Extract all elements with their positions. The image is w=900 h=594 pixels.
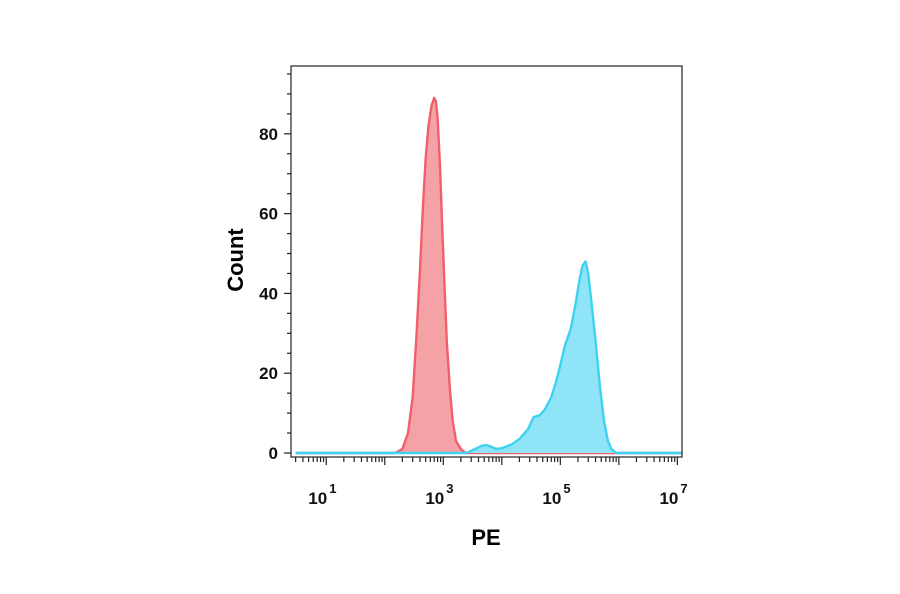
series-0-line — [295, 96, 682, 455]
y-axis-title: Count — [223, 228, 248, 292]
series-1-area — [295, 261, 682, 453]
series-0-area — [295, 97, 682, 454]
plot-frame — [290, 65, 683, 458]
x-tick-label: 10 — [542, 489, 561, 508]
x-tick-exponent: 5 — [563, 481, 570, 496]
y-tick-label: 40 — [259, 284, 278, 303]
y-tick-label: 0 — [269, 444, 278, 463]
x-tick-exponent: 1 — [329, 481, 336, 496]
y-tick-label: 60 — [259, 205, 278, 224]
x-axis-title: PE — [471, 525, 500, 550]
x-tick-label: 10 — [308, 489, 327, 508]
x-tick-exponent: 3 — [446, 481, 453, 496]
series-1-line — [295, 260, 682, 455]
series-layer — [295, 96, 682, 455]
y-tick-label: 20 — [259, 364, 278, 383]
x-tick-label: 10 — [659, 489, 678, 508]
x-tick-label: 10 — [425, 489, 444, 508]
x-tick-exponent: 7 — [680, 481, 687, 496]
y-tick-label: 80 — [259, 125, 278, 144]
